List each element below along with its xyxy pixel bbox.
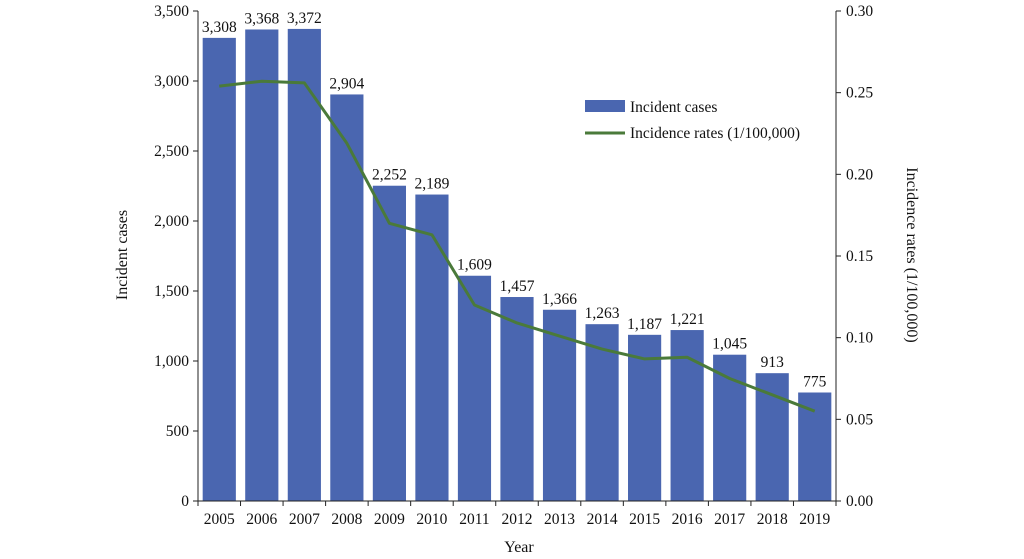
- bar-value-label: 913: [761, 354, 785, 371]
- bar-2014: [585, 324, 619, 501]
- x-tick-label: 2009: [374, 511, 405, 528]
- y-tick-label: 1,000: [154, 353, 189, 370]
- bar-value-label: 775: [803, 374, 827, 391]
- bar-value-label: 1,366: [542, 291, 577, 308]
- bar-2017: [713, 354, 747, 501]
- x-tick-label: 2007: [289, 511, 320, 528]
- y2-tick-label: 0.20: [846, 166, 873, 183]
- y2-axis-title: Incidence rates (1/100,000): [903, 167, 920, 342]
- bar-2012: [500, 297, 534, 501]
- data-labels-layer: 3,308 3,368 3,372 2,904 2,252 2,189 1,609 1,457…: [202, 10, 827, 391]
- bar-value-label: 1,263: [585, 305, 620, 322]
- y2-tick-label: 0.00: [846, 493, 873, 510]
- legend-label-bars: Incident cases: [630, 99, 717, 116]
- x-tick-label: 2015: [629, 511, 660, 528]
- bar-2011: [457, 275, 492, 501]
- legend-label-line: Incidence rates (1/100,000): [630, 125, 800, 142]
- axes-layer: 0 500 1,000 1,500 2,000 2,500 3,000 3,500 0.00 0.…: [154, 3, 873, 528]
- y2-tick-label: 0.30: [846, 3, 873, 20]
- bar-2010: [415, 194, 449, 502]
- y2-tick-label: 0.10: [846, 330, 873, 347]
- y-tick-label: 2,500: [154, 143, 189, 160]
- bar-2019: [798, 392, 832, 501]
- bar-2018: [755, 373, 789, 501]
- x-tick-label: 2010: [416, 511, 447, 528]
- bar-value-label: 1,457: [500, 278, 535, 295]
- y-tick-label: 0: [181, 493, 189, 510]
- bar-value-label: 2,904: [329, 75, 364, 92]
- x-tick-label: 2006: [246, 511, 277, 528]
- bar-2013: [542, 309, 577, 501]
- x-tick-label: 2005: [204, 511, 235, 528]
- x-tick-label: 2016: [672, 511, 703, 528]
- bar-2007: [287, 28, 321, 501]
- bar-value-label: 3,372: [287, 10, 322, 27]
- x-tick-label: 2019: [799, 511, 830, 528]
- bar-value-label: 1,187: [627, 316, 662, 333]
- y2-tick-label: 0.25: [846, 85, 873, 102]
- bar-2005: [202, 37, 236, 501]
- legend-bar-swatch: [585, 100, 625, 112]
- y-tick-label: 1,500: [154, 283, 189, 300]
- bar-value-label: 2,252: [372, 167, 407, 184]
- bar-value-label: 3,308: [202, 19, 237, 36]
- bar-value-label: 1,045: [712, 336, 747, 353]
- x-tick-label: 2018: [757, 511, 788, 528]
- bar-value-label: 2,189: [414, 176, 449, 193]
- x-tick-label: 2014: [587, 511, 618, 528]
- bar-value-label: 3,368: [244, 10, 279, 27]
- bar-2015: [628, 334, 662, 501]
- y-tick-label: 3,000: [154, 73, 189, 90]
- y2-tick-label: 0.15: [846, 248, 873, 265]
- line-layer: [219, 79, 816, 413]
- bar-value-label: 1,609: [457, 257, 492, 274]
- x-axis-title: Year: [504, 539, 534, 556]
- x-tick-label: 2013: [544, 511, 575, 528]
- bars-layer: [202, 28, 832, 502]
- y-tick-label: 3,500: [154, 3, 189, 20]
- bar-2009: [372, 185, 406, 501]
- x-tick-label: 2011: [459, 511, 489, 528]
- legend: Incident cases Incidence rates (1/100,00…: [585, 99, 800, 142]
- bar-2016: [670, 330, 704, 501]
- bar-value-label: 1,221: [670, 311, 705, 328]
- x-tick-label: 2008: [331, 511, 362, 528]
- y-tick-label: 2,000: [154, 213, 189, 230]
- bar-2008: [330, 94, 364, 501]
- y-axis-title: Incident cases: [114, 210, 131, 300]
- x-tick-label: 2017: [714, 511, 745, 528]
- x-tick-label: 2012: [502, 511, 533, 528]
- y-tick-label: 500: [166, 423, 190, 440]
- bar-2006: [245, 29, 279, 501]
- y2-tick-label: 0.05: [846, 411, 873, 428]
